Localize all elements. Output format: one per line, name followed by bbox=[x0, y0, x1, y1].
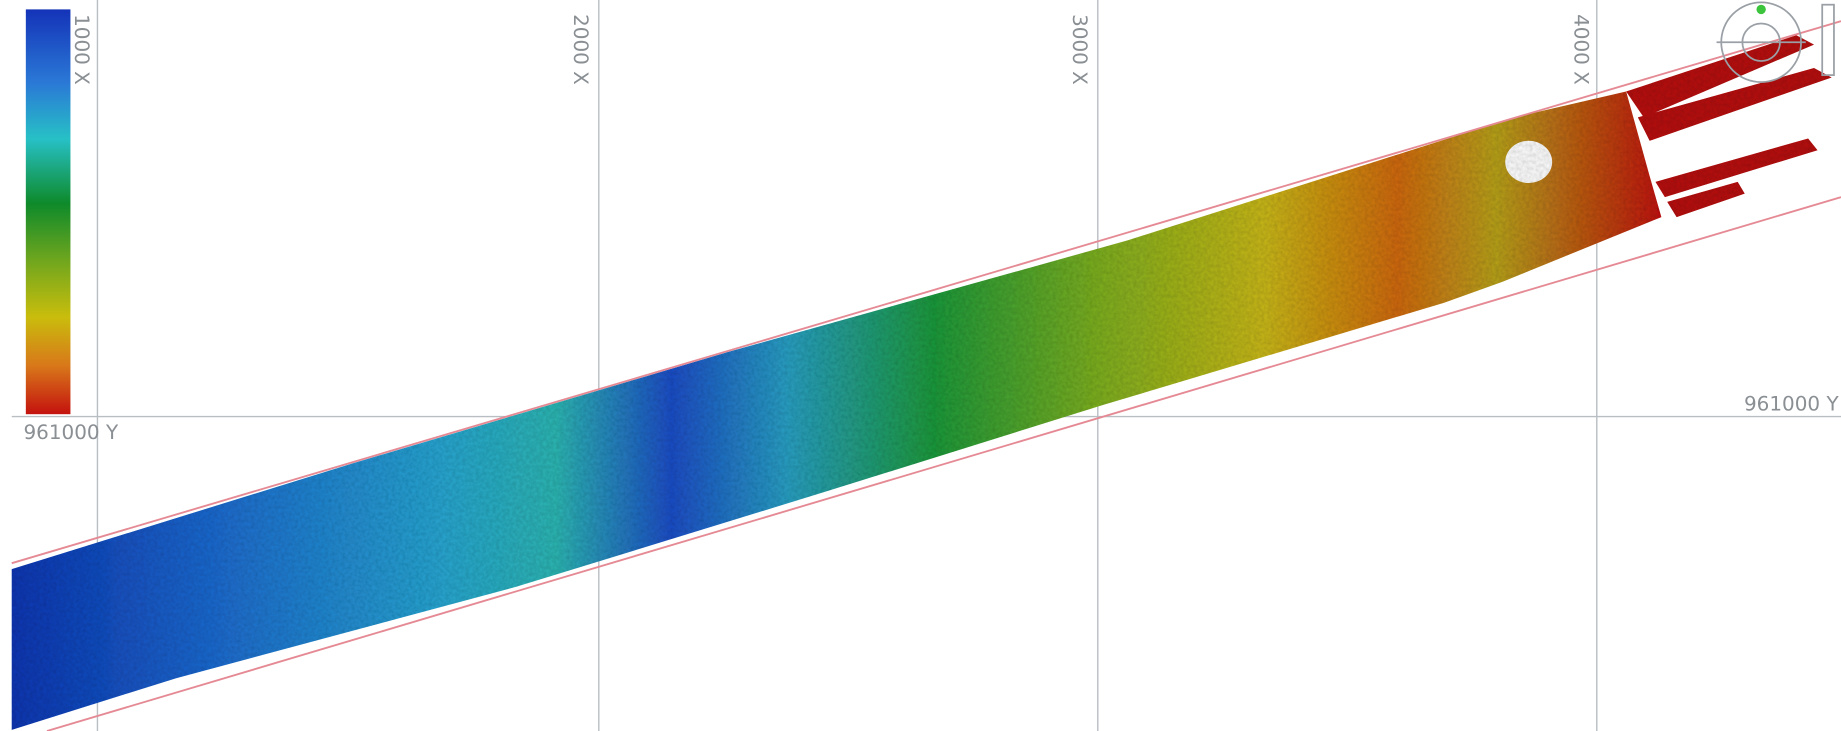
survey-swath bbox=[11, 35, 1832, 730]
boundary-line bbox=[11, 20, 1841, 565]
x-grid-label: 3000 X bbox=[1068, 14, 1092, 85]
data-hole bbox=[1505, 140, 1553, 184]
swath-extension bbox=[1626, 35, 1832, 218]
boundary-line bbox=[46, 196, 1841, 731]
compass-north bbox=[1756, 4, 1766, 15]
compass bbox=[1716, 1, 1835, 84]
y-grid-label: 961000 Y bbox=[23, 420, 118, 444]
x-grid-label: 4000 X bbox=[1569, 14, 1593, 85]
swath-surface bbox=[11, 91, 1662, 730]
y-grid-label: 961000 Y bbox=[1744, 392, 1839, 416]
color-scale bbox=[25, 9, 71, 415]
x-grid-label: 1000 X bbox=[70, 14, 94, 85]
boundary bbox=[11, 20, 1841, 731]
x-grid-label: 2000 X bbox=[569, 14, 593, 85]
